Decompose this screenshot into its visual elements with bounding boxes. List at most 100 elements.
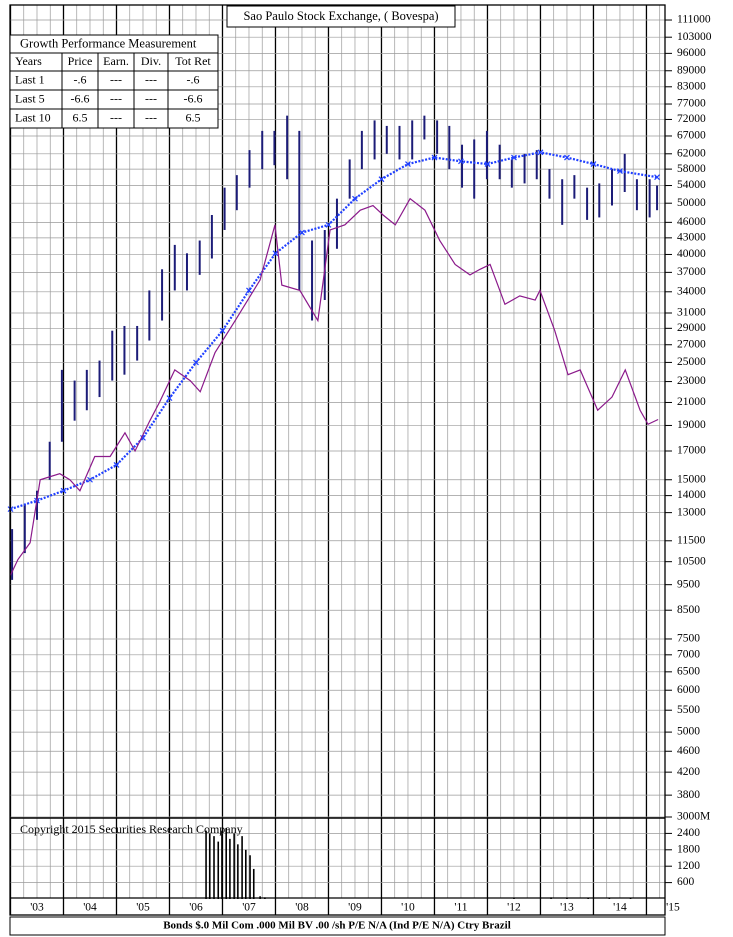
ma-marker bbox=[617, 168, 623, 175]
ma-marker bbox=[431, 154, 438, 161]
x-tick-label: '15 bbox=[666, 902, 680, 914]
y-tick-label: 11500 bbox=[677, 534, 706, 546]
table-cell: --- bbox=[110, 91, 122, 105]
y-tick-label: 8500 bbox=[677, 604, 700, 616]
y-tick-label: 9500 bbox=[677, 578, 700, 590]
table-cell: Last 1 bbox=[15, 72, 45, 86]
y-tick-label: 5000 bbox=[677, 726, 700, 738]
ma-marker bbox=[352, 195, 358, 202]
y-tick-label: 7000 bbox=[677, 648, 700, 660]
volume-tick-label: 1800 bbox=[677, 843, 700, 855]
y-tick-label: 14000 bbox=[677, 489, 706, 501]
x-tick-label: '08 bbox=[295, 902, 309, 914]
x-tick-label: '13 bbox=[560, 902, 574, 914]
table-cell: --- bbox=[145, 110, 157, 124]
y-tick-label: 62000 bbox=[677, 147, 706, 159]
x-tick-label: '03 bbox=[30, 902, 44, 914]
x-tick-label: '11 bbox=[454, 902, 467, 914]
y-tick-label: 31000 bbox=[677, 307, 706, 319]
table-cell: --- bbox=[145, 91, 157, 105]
x-tick-label: '12 bbox=[507, 902, 521, 914]
y-tick-label: 111000 bbox=[677, 14, 711, 26]
y-tick-label: 25000 bbox=[677, 356, 706, 368]
frame bbox=[9, 4, 666, 916]
moving-average bbox=[10, 151, 658, 511]
y-tick-label: 4600 bbox=[677, 745, 700, 757]
table-bg bbox=[9, 34, 219, 129]
y-tick-label: 17000 bbox=[677, 445, 706, 457]
table-cell: --- bbox=[110, 110, 122, 124]
ma-marker bbox=[272, 250, 279, 257]
table-cell: -6.6 bbox=[184, 91, 203, 105]
footer: Bonds $.0 Mil Com .000 Mil BV .00 /sh P/… bbox=[163, 920, 511, 932]
y-tick-label: 67000 bbox=[677, 130, 706, 142]
ma-marker bbox=[87, 476, 93, 483]
y-tick-label: 6000 bbox=[677, 684, 700, 696]
y-tick-label: 58000 bbox=[677, 163, 706, 175]
ma-marker bbox=[405, 161, 411, 167]
y-tick-label: 37000 bbox=[677, 266, 706, 278]
y-tick-label: 103000 bbox=[677, 31, 712, 43]
ma-marker bbox=[299, 229, 305, 236]
y-tick-label: 96000 bbox=[677, 47, 706, 59]
y-tick-label: 27000 bbox=[677, 338, 706, 350]
grid-layer bbox=[9, 5, 672, 915]
y-tick-label: 15000 bbox=[677, 473, 706, 485]
y-tick-label: 19000 bbox=[677, 419, 706, 431]
y-tick-label: 50000 bbox=[677, 197, 706, 209]
relative-line bbox=[9, 197, 659, 576]
table-cell: --- bbox=[145, 72, 157, 86]
table-cell: Price bbox=[68, 54, 93, 68]
table-cell: Years bbox=[15, 54, 42, 68]
ma-marker bbox=[140, 434, 146, 441]
table-cell: -.6 bbox=[74, 72, 87, 86]
mark-layer bbox=[7, 115, 660, 899]
ma-marker bbox=[378, 176, 385, 183]
x-tick-label: '14 bbox=[613, 902, 627, 914]
table-cell: Last 10 bbox=[15, 110, 51, 124]
y-tick-label: 83000 bbox=[677, 80, 706, 92]
x-tick-label: '07 bbox=[242, 902, 256, 914]
ma-marker bbox=[219, 327, 226, 334]
ma-marker bbox=[166, 395, 173, 402]
chart-title: Sao Paulo Stock Exchange, ( Bovespa) bbox=[243, 9, 438, 23]
ma-marker bbox=[484, 161, 491, 167]
table-cell: -6.6 bbox=[71, 91, 90, 105]
y-tick-label: 89000 bbox=[677, 64, 706, 76]
volume-tick-label: 3000M bbox=[677, 811, 710, 823]
y-tick-label: 7500 bbox=[677, 633, 700, 645]
y-tick-label: 10500 bbox=[677, 555, 706, 567]
y-tick-label: 77000 bbox=[677, 98, 706, 110]
title-box bbox=[226, 5, 456, 28]
ma-marker bbox=[60, 487, 67, 494]
y-tick-label: 13000 bbox=[677, 506, 706, 518]
table-title: Growth Performance Measurement bbox=[20, 36, 197, 50]
ma-marker bbox=[564, 154, 570, 161]
y-tick-label: 46000 bbox=[677, 216, 706, 228]
y-tick-label: 72000 bbox=[677, 113, 706, 125]
y-tick-label: 6500 bbox=[677, 665, 700, 677]
x-tick-label: '05 bbox=[136, 902, 150, 914]
volume-tick-label: 1200 bbox=[677, 860, 700, 872]
ma-marker bbox=[113, 462, 120, 468]
table-cell: --- bbox=[110, 72, 122, 86]
ma-marker bbox=[246, 287, 252, 294]
ma-marker bbox=[325, 221, 332, 228]
ma-marker bbox=[590, 161, 597, 167]
ma-marker bbox=[193, 359, 199, 366]
ma-marker bbox=[511, 154, 517, 161]
y-tick-label: 54000 bbox=[677, 179, 706, 191]
y-tick-label: 29000 bbox=[677, 322, 706, 334]
x-tick-label: '04 bbox=[83, 902, 97, 914]
x-tick-label: '06 bbox=[189, 902, 203, 914]
footer-box bbox=[9, 916, 666, 936]
x-tick-label: '10 bbox=[401, 902, 415, 914]
copyright: Copyright 2015 Securities Research Compa… bbox=[20, 822, 243, 836]
ma-marker bbox=[537, 149, 544, 156]
y-tick-label: 5500 bbox=[677, 704, 700, 716]
volume-tick-label: 600 bbox=[677, 876, 695, 888]
volume-tick-label: 2400 bbox=[677, 827, 700, 839]
y-tick-label: 4200 bbox=[677, 766, 700, 778]
